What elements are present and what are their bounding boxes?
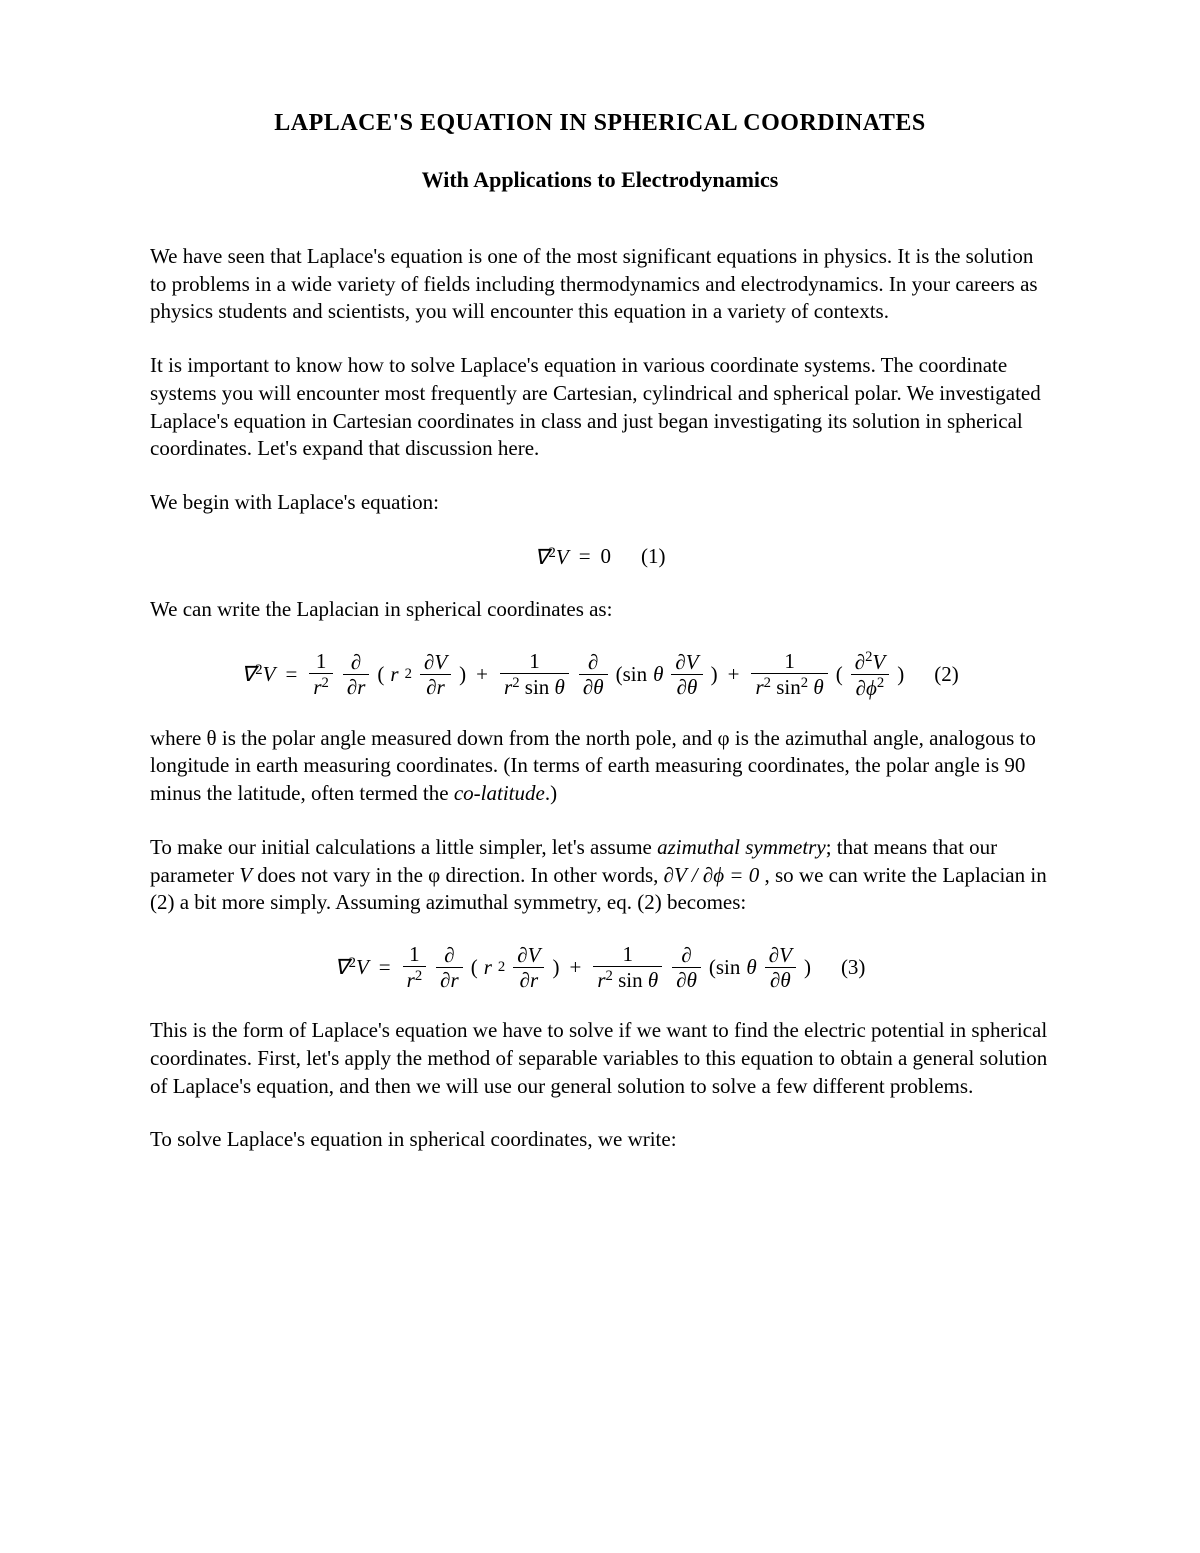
equation-1: ∇2V = 0 (1) bbox=[150, 543, 1050, 570]
paragraph-6-inline-eq: ∂V / ∂ϕ = 0 bbox=[664, 863, 760, 887]
page-title: LAPLACE'S EQUATION IN SPHERICAL COORDINA… bbox=[150, 110, 1050, 137]
paragraph-5-em: co-latitude bbox=[454, 781, 545, 805]
paragraph-6-text-c: does not vary in the φ direction. In oth… bbox=[252, 863, 664, 887]
document-page: LAPLACE'S EQUATION IN SPHERICAL COORDINA… bbox=[0, 0, 1200, 1553]
paragraph-8: To solve Laplace's equation in spherical… bbox=[150, 1126, 1050, 1154]
paragraph-5-text-b: .) bbox=[545, 781, 557, 805]
paragraph-7: This is the form of Laplace's equation w… bbox=[150, 1017, 1050, 1100]
paragraph-6-text-a: To make our initial calculations a littl… bbox=[150, 835, 657, 859]
paragraph-6-v: V bbox=[239, 863, 252, 887]
paragraph-4: We can write the Laplacian in spherical … bbox=[150, 596, 1050, 624]
page-subtitle: With Applications to Electrodynamics bbox=[150, 167, 1050, 193]
paragraph-6-em: azimuthal symmetry bbox=[657, 835, 826, 859]
paragraph-5: where θ is the polar angle measured down… bbox=[150, 725, 1050, 808]
paragraph-6: To make our initial calculations a littl… bbox=[150, 834, 1050, 917]
equation-1-number: (1) bbox=[641, 544, 666, 569]
equation-2: ∇2V = 1r2 ∂∂r (r2 ∂V∂r) + 1r2 sin θ ∂∂θ … bbox=[150, 650, 1050, 699]
equation-2-number: (2) bbox=[934, 662, 959, 687]
equation-3: ∇2V = 1r2 ∂∂r (r2 ∂V∂r) + 1r2 sin θ ∂∂θ … bbox=[150, 943, 1050, 991]
equation-3-number: (3) bbox=[841, 955, 866, 980]
paragraph-3: We begin with Laplace's equation: bbox=[150, 489, 1050, 517]
paragraph-5-text-a: where θ is the polar angle measured down… bbox=[150, 726, 1036, 805]
paragraph-2: It is important to know how to solve Lap… bbox=[150, 352, 1050, 463]
paragraph-1: We have seen that Laplace's equation is … bbox=[150, 243, 1050, 326]
